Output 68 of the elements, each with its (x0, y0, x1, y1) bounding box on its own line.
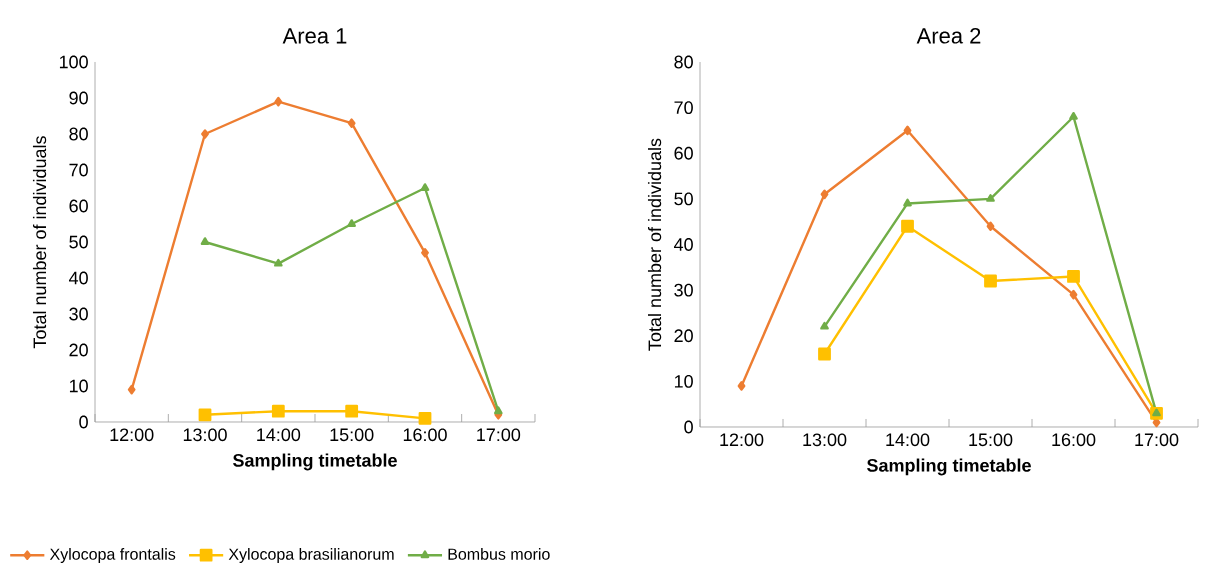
x-tick-label: 14:00 (886, 433, 930, 447)
y-axis-title: Total number of individuals (647, 138, 662, 351)
point (903, 198, 912, 207)
point (420, 183, 430, 191)
y-axis-title: Total number of individuals (32, 136, 47, 349)
y-tick-label: 60 (69, 199, 88, 213)
point (347, 118, 356, 128)
y-tick-label: 30 (69, 307, 88, 321)
y-tick-label: 100 (59, 55, 88, 69)
x-tick-label: 13:00 (803, 433, 847, 447)
point (986, 221, 995, 232)
point (418, 412, 432, 425)
point (1069, 289, 1078, 300)
x-tick-label: 16:00 (1052, 433, 1096, 447)
point (737, 381, 746, 391)
point (901, 219, 914, 233)
y-tick-label: 0 (79, 415, 88, 429)
point (201, 129, 209, 139)
y-tick-label: 80 (69, 127, 88, 141)
y-tick-label: 20 (69, 343, 88, 357)
point (903, 125, 912, 136)
y-tick-label: 40 (68, 271, 88, 285)
point (1069, 111, 1078, 120)
y-tick-label: 50 (69, 235, 88, 249)
y-tick-label: 10 (674, 374, 693, 388)
y-tick-label: 60 (674, 146, 693, 160)
point (345, 404, 359, 418)
x-tick-label: 12:00 (720, 433, 764, 447)
chart-title: Area 1 (282, 28, 347, 44)
point (274, 258, 283, 267)
point (271, 404, 285, 418)
chart-title: Area 2 (916, 28, 981, 44)
point (421, 248, 429, 258)
point (820, 189, 829, 200)
legend-label: Xylocopa brasilianorum (228, 548, 394, 563)
x-tick-label: 15:00 (330, 428, 374, 442)
y-tick-label: 70 (69, 163, 88, 177)
y-tick-label: 80 (674, 55, 693, 69)
point (818, 347, 831, 361)
point (198, 408, 212, 422)
point (274, 96, 283, 107)
x-tick-label: 16:00 (403, 428, 447, 442)
x-tick-label: 14:00 (257, 428, 301, 442)
y-tick-label: 90 (69, 91, 88, 105)
point (984, 274, 997, 288)
y-tick-label: 30 (674, 283, 693, 297)
point (127, 384, 136, 395)
point (347, 219, 356, 227)
legend-label: Bombus morio (448, 548, 550, 560)
x-tick-label: 17:00 (1135, 433, 1179, 447)
point (1067, 270, 1080, 283)
y-tick-label: 50 (674, 192, 693, 206)
point (986, 194, 995, 202)
y-tick-label: 40 (674, 238, 693, 251)
x-tick-label: 17:00 (477, 428, 521, 442)
y-tick-label: 10 (69, 379, 88, 393)
y-tick-label: 70 (674, 101, 693, 115)
x-axis-title: Sampling timetable (233, 453, 397, 471)
x-axis-title: Sampling timetable (867, 458, 1031, 476)
y-tick-label: 20 (674, 329, 693, 343)
x-tick-label: 13:00 (183, 428, 227, 442)
legend-label: Xylocopa frontalis (49, 548, 176, 563)
y-tick-label: 0 (684, 420, 693, 434)
point (200, 237, 210, 245)
x-tick-label: 12:00 (110, 428, 154, 442)
point (820, 321, 829, 330)
x-tick-label: 15:00 (969, 433, 1013, 447)
point (494, 406, 503, 415)
